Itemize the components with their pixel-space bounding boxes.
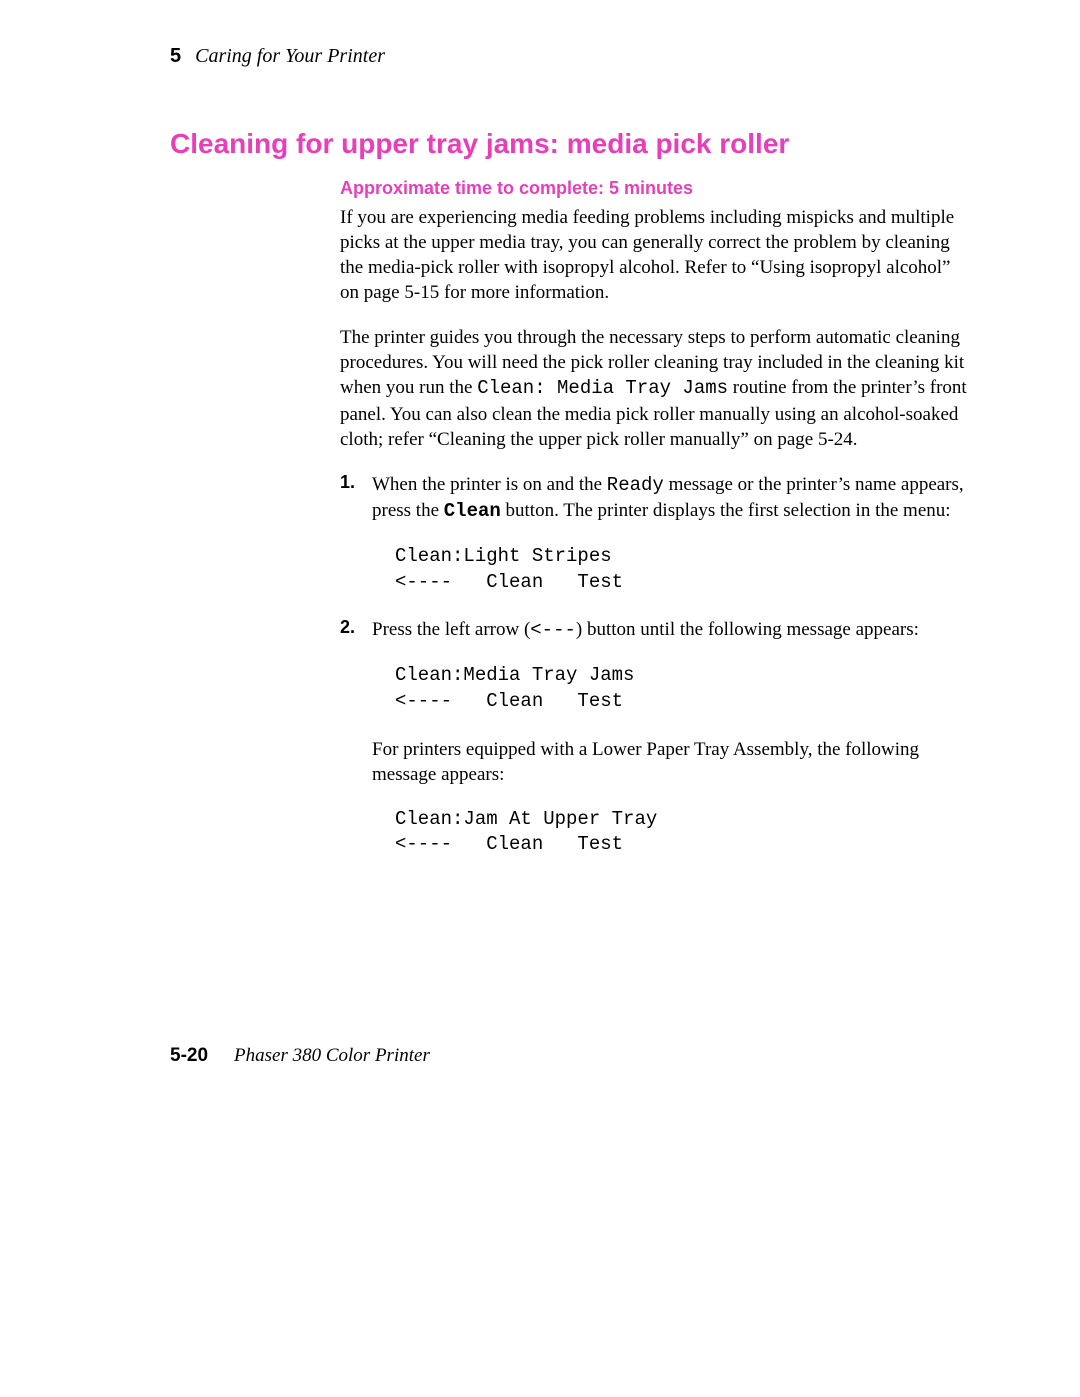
step-2-arrow: <--- [530, 619, 576, 641]
page-footer: 5-20 Phaser 380 Color Printer [170, 1045, 430, 1067]
step-2-number: 2. [340, 617, 372, 643]
step-1-body: When the printer is on and the Ready mes… [372, 472, 970, 524]
display-message-1: Clean:Light Stripes <---- Clean Test [395, 544, 970, 595]
display-message-2: Clean:Media Tray Jams <---- Clean Test [395, 663, 970, 714]
paragraph-procedure: The printer guides you through the neces… [340, 325, 970, 451]
step-2-mid: ) button until the following message app… [576, 619, 919, 640]
display-message-3: Clean:Jam At Upper Tray <---- Clean Test [395, 807, 970, 858]
step-2-followup: For printers equipped with a Lower Paper… [372, 737, 970, 787]
time-subheading: Approximate time to complete: 5 minutes [340, 178, 970, 199]
chapter-number: 5 [170, 45, 181, 68]
step-2-pre: Press the left arrow ( [372, 619, 530, 640]
document-page: 5 Caring for Your Printer Cleaning for u… [0, 0, 1080, 1397]
running-header: 5 Caring for Your Printer [170, 45, 970, 68]
step-1-pre: When the printer is on and the [372, 474, 607, 495]
step-1-clean-button: Clean [444, 500, 501, 522]
step-2: 2. Press the left arrow (<---) button un… [340, 617, 970, 643]
step-1-post: button. The printer displays the first s… [501, 500, 951, 521]
content-body: Approximate time to complete: 5 minutes … [340, 178, 970, 858]
step-2-body: Press the left arrow (<---) button until… [372, 617, 970, 643]
product-name: Phaser 380 Color Printer [234, 1045, 430, 1067]
section-heading: Cleaning for upper tray jams: media pick… [170, 128, 970, 160]
step-1-ready: Ready [607, 474, 664, 496]
para2-mono: Clean: Media Tray Jams [477, 377, 728, 399]
step-1-number: 1. [340, 472, 372, 524]
step-1: 1. When the printer is on and the Ready … [340, 472, 970, 524]
paragraph-intro: If you are experiencing media feeding pr… [340, 205, 970, 305]
page-number: 5-20 [170, 1045, 208, 1067]
chapter-title: Caring for Your Printer [195, 45, 385, 68]
